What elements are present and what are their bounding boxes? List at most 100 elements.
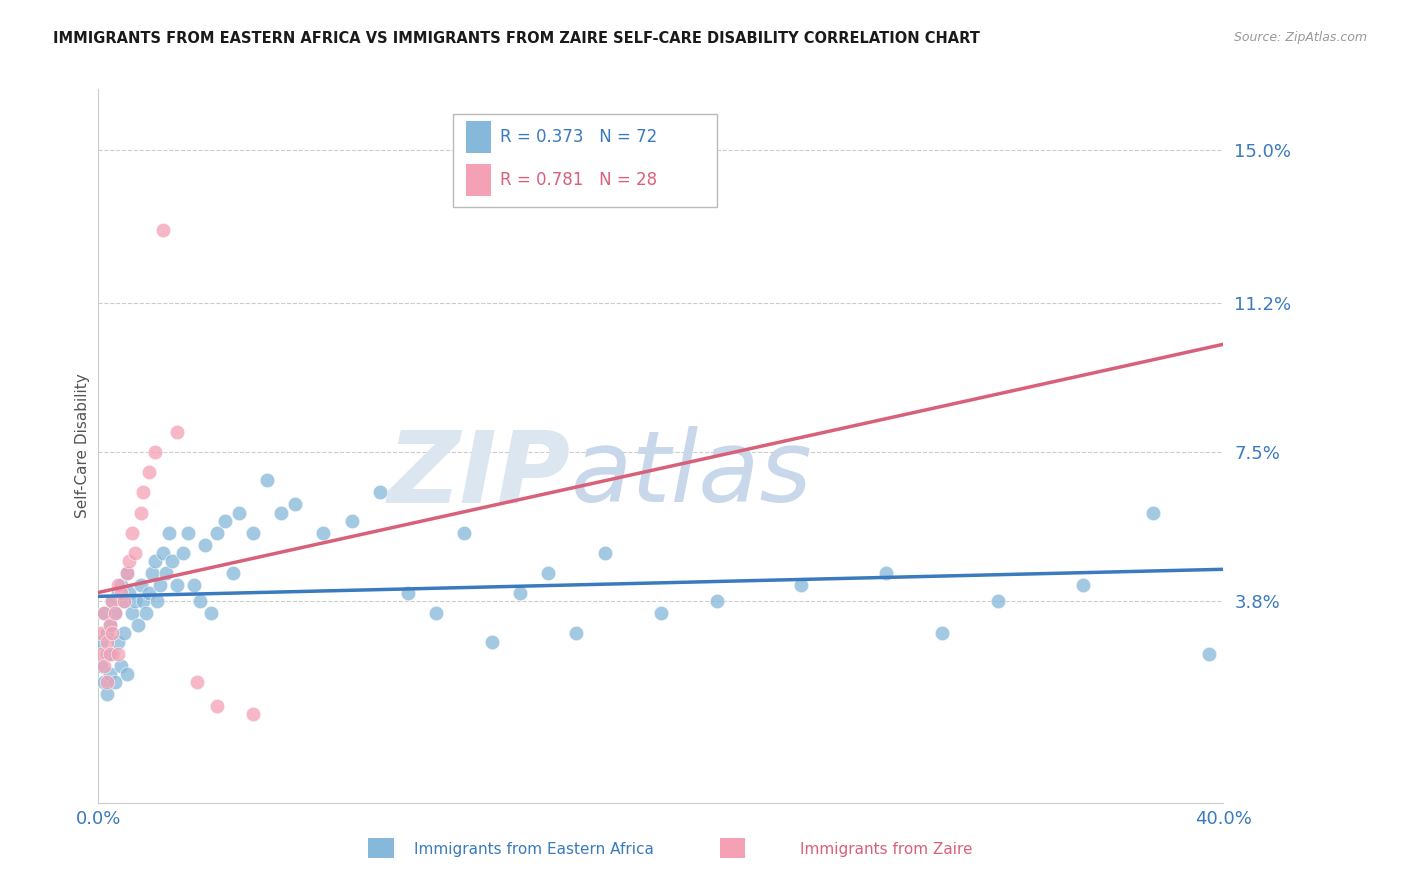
Point [312,525,335,540]
Point [537,566,560,580]
Point [135,607,157,621]
FancyBboxPatch shape [467,164,491,196]
Point [112,594,135,608]
Point [107,586,129,600]
Point [110,578,132,592]
Point [96,634,118,648]
Point [101,647,124,661]
Point [115,666,138,681]
Point [160,554,183,568]
Point [112,626,135,640]
Point [166,578,188,592]
Point [214,514,236,528]
Point [141,566,163,580]
Point [183,578,205,592]
Point [155,566,177,580]
Point [143,554,166,568]
Point [104,607,127,621]
Point [98,666,121,681]
Point [90,634,112,648]
Point [242,525,264,540]
Point [706,594,728,608]
Point [284,498,307,512]
Point [650,607,672,621]
Point [121,607,143,621]
Point [205,525,228,540]
Point [107,634,129,648]
Point [138,465,160,479]
Point [593,546,616,560]
Point [931,626,953,640]
Point [121,525,143,540]
Point [188,594,211,608]
Text: Source: ZipAtlas.com: Source: ZipAtlas.com [1233,31,1367,45]
Text: Immigrants from Zaire: Immigrants from Zaire [800,842,972,856]
Point [90,626,112,640]
Text: IMMIGRANTS FROM EASTERN AFRICA VS IMMIGRANTS FROM ZAIRE SELF-CARE DISABILITY COR: IMMIGRANTS FROM EASTERN AFRICA VS IMMIGR… [53,31,980,46]
Point [509,586,531,600]
Point [790,578,813,592]
Point [256,473,278,487]
Point [90,658,112,673]
Point [129,506,152,520]
Point [987,594,1010,608]
Text: R = 0.373   N = 72: R = 0.373 N = 72 [501,128,657,146]
FancyBboxPatch shape [467,121,491,153]
Point [222,566,245,580]
Text: ZIP: ZIP [388,426,571,523]
Point [101,626,124,640]
Text: Immigrants from Eastern Africa: Immigrants from Eastern Africa [415,842,654,856]
Point [186,674,208,689]
Point [98,618,121,632]
Text: atlas: atlas [571,426,813,523]
Point [115,566,138,580]
Point [270,506,292,520]
Point [90,647,112,661]
Point [143,445,166,459]
Point [200,607,222,621]
Point [157,525,180,540]
Point [425,607,447,621]
Point [368,485,391,500]
Point [93,607,115,621]
Point [152,223,174,237]
FancyBboxPatch shape [453,114,717,207]
Point [115,566,138,580]
Y-axis label: Self-Care Disability: Self-Care Disability [75,374,90,518]
Point [396,586,419,600]
Point [112,594,135,608]
Point [96,647,118,661]
Point [96,626,118,640]
Point [1142,506,1164,520]
Point [93,607,115,621]
Point [127,618,149,632]
Point [565,626,588,640]
Point [96,674,118,689]
Point [107,578,129,592]
Point [228,506,250,520]
Point [107,647,129,661]
Point [453,525,475,540]
Point [98,647,121,661]
Point [104,607,127,621]
Point [152,546,174,560]
Point [132,594,155,608]
Point [194,538,217,552]
Point [1071,578,1094,592]
Point [177,525,200,540]
Point [138,586,160,600]
Point [129,578,152,592]
Point [242,707,264,722]
Point [875,566,897,580]
Point [172,546,194,560]
Point [101,594,124,608]
Point [205,699,228,714]
Point [340,514,363,528]
Point [93,674,115,689]
Point [110,586,132,600]
Point [132,485,155,500]
Point [118,554,141,568]
Point [110,658,132,673]
Point [481,634,503,648]
Point [104,674,127,689]
